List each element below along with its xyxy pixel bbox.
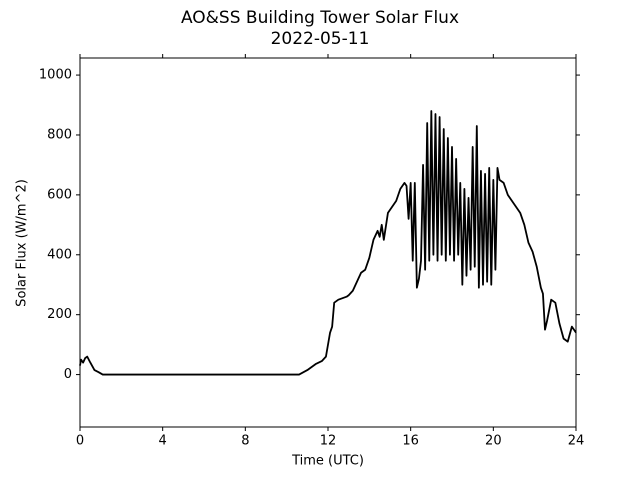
y-tick-label: 0 [64,367,72,382]
y-tick-label: 800 [47,127,72,142]
data-line [79,110,577,376]
x-axis-label: Time (UTC) [291,454,364,469]
y-tick-label: 400 [47,247,72,262]
x-tick-label: 12 [320,434,337,449]
chart-title: AO&SS Building Tower Solar Flux [181,8,459,28]
y-axis-label: Solar Flux (W/m^2) [15,179,30,307]
y-tick-label: 1000 [39,68,72,83]
plot-frame [79,57,577,428]
x-tick-label: 4 [159,434,167,449]
x-tick-label: 8 [241,434,249,449]
x-tick-label: 24 [568,434,585,449]
y-tick-label: 200 [47,307,72,322]
x-tick-label: 16 [402,434,419,449]
x-tick-label: 20 [485,434,502,449]
x-tick-label: 0 [76,434,84,449]
chart-subtitle: 2022-05-11 [271,29,370,49]
y-tick-label: 600 [47,187,72,202]
